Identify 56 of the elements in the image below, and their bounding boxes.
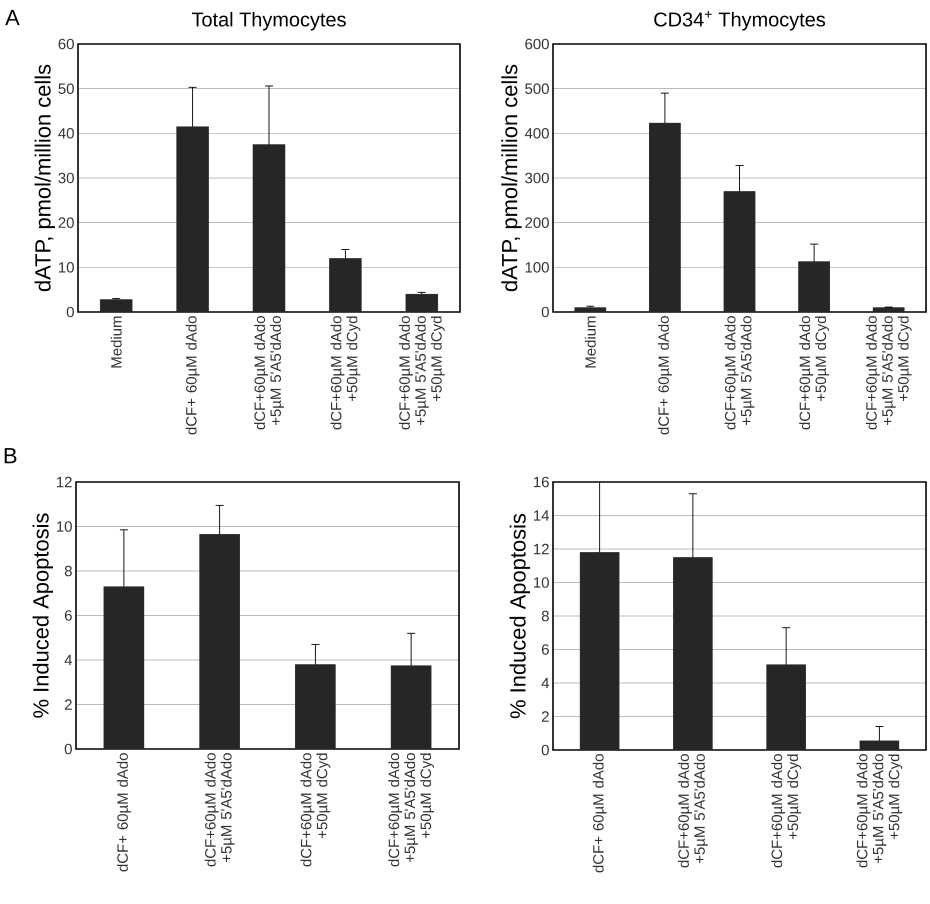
y-axis-title: dATP, pmol/million cells [34, 64, 56, 292]
x-tick-label: dCF+60µM dAdo +50µM dCyd [771, 754, 802, 868]
x-tick-label: dCF+60µM dAdo +50µM dCyd [799, 316, 830, 430]
y-tick-label: 6 [542, 644, 549, 655]
y-tick-label: 6 [64, 610, 72, 621]
y-tick-label: 4 [542, 678, 550, 688]
y-tick-label: 0 [66, 306, 74, 318]
x-tick-label: dCF+60µM dAdo +5µM 5'A5'dAdo +50µM dCyd [388, 753, 434, 866]
chart-title: CD34$^{+}$ Thymocytes [654, 10, 826, 31]
y-tick-label: 8 [542, 610, 549, 622]
y-axis-title: % Induced Apoptosis [32, 513, 54, 718]
y-tick-label: 40 [58, 128, 74, 139]
x-tick-label: dCF+ 60µM dAdo [186, 316, 200, 434]
y-tick-label: 30 [58, 172, 74, 184]
y-tick-label: 50 [58, 83, 74, 94]
x-tick-label: dCF+60µM dAdo +5µM 5'A5'dAdo +50µM dCyd [398, 316, 445, 430]
x-tick-label: dCF+60µM dAdo +5µM 5'A5'dAdo [204, 753, 235, 866]
y-tick-label: 300 [525, 172, 549, 184]
x-tick-label: dCF+60µM dAdo +5µM 5'A5'dAdo +50µM dCyd [856, 754, 902, 868]
y-tick-label: 8 [64, 566, 72, 576]
y-tick-label: 10 [534, 577, 549, 588]
y-tick-label: 12 [534, 544, 549, 554]
x-tick-label: Medium [110, 316, 122, 368]
y-tick-label: 60 [58, 38, 74, 50]
y-tick-label: 500 [525, 83, 549, 94]
x-tick-label: dCF+60µM dAdo +5µM 5'A5'dAdo [678, 754, 708, 868]
x-tick-label: dCF+ 60µM dAdo [658, 316, 672, 434]
y-tick-label: 200 [525, 217, 549, 228]
y-tick-label: 4 [64, 654, 72, 666]
chart-title: Total Thymocytes [192, 12, 346, 31]
y-tick-label: 0 [64, 744, 72, 754]
x-tick-label: dCF+ 60µM dAdo [592, 754, 607, 872]
x-tick-label: Medium [584, 316, 596, 368]
y-tick-label: 2 [64, 699, 72, 710]
y-axis-title: dATP, pmol/million cells [501, 64, 522, 292]
x-tick-label: dCF+60µM dAdo +5µM 5'A5'dAdo [254, 316, 284, 430]
y-tick-label: 10 [57, 521, 72, 532]
x-tick-label: dCF+60µM dAdo +50µM dCyd [300, 753, 330, 866]
x-tick-label: dCF+ 60µM dAdo [116, 753, 131, 872]
y-tick-label: 10 [59, 262, 74, 273]
y-tick-label: 2 [542, 711, 549, 722]
x-tick-label: dCF+60µM dAdo +5µM 5'A5'dAdo [724, 316, 754, 430]
y-tick-label: 600 [525, 38, 549, 50]
text: A [5, 10, 20, 26]
y-axis-title: % Induced Apoptosis [510, 514, 530, 718]
y-tick-label: 16 [534, 476, 549, 488]
y-tick-label: 400 [524, 128, 549, 139]
x-tick-label: dCF+60µM dAdo +5µM 5'A5'dAdo +50µM dCyd [866, 316, 912, 430]
y-tick-label: 12 [57, 476, 72, 488]
y-tick-label: 0 [542, 744, 549, 756]
y-tick-label: 14 [534, 510, 550, 521]
y-tick-label: 20 [58, 217, 74, 228]
y-tick-label: 0 [542, 306, 549, 318]
y-tick-label: 100 [526, 262, 549, 273]
text: B [4, 448, 16, 464]
x-tick-label: dCF+60µM dAdo +50µM dCyd [330, 316, 360, 430]
